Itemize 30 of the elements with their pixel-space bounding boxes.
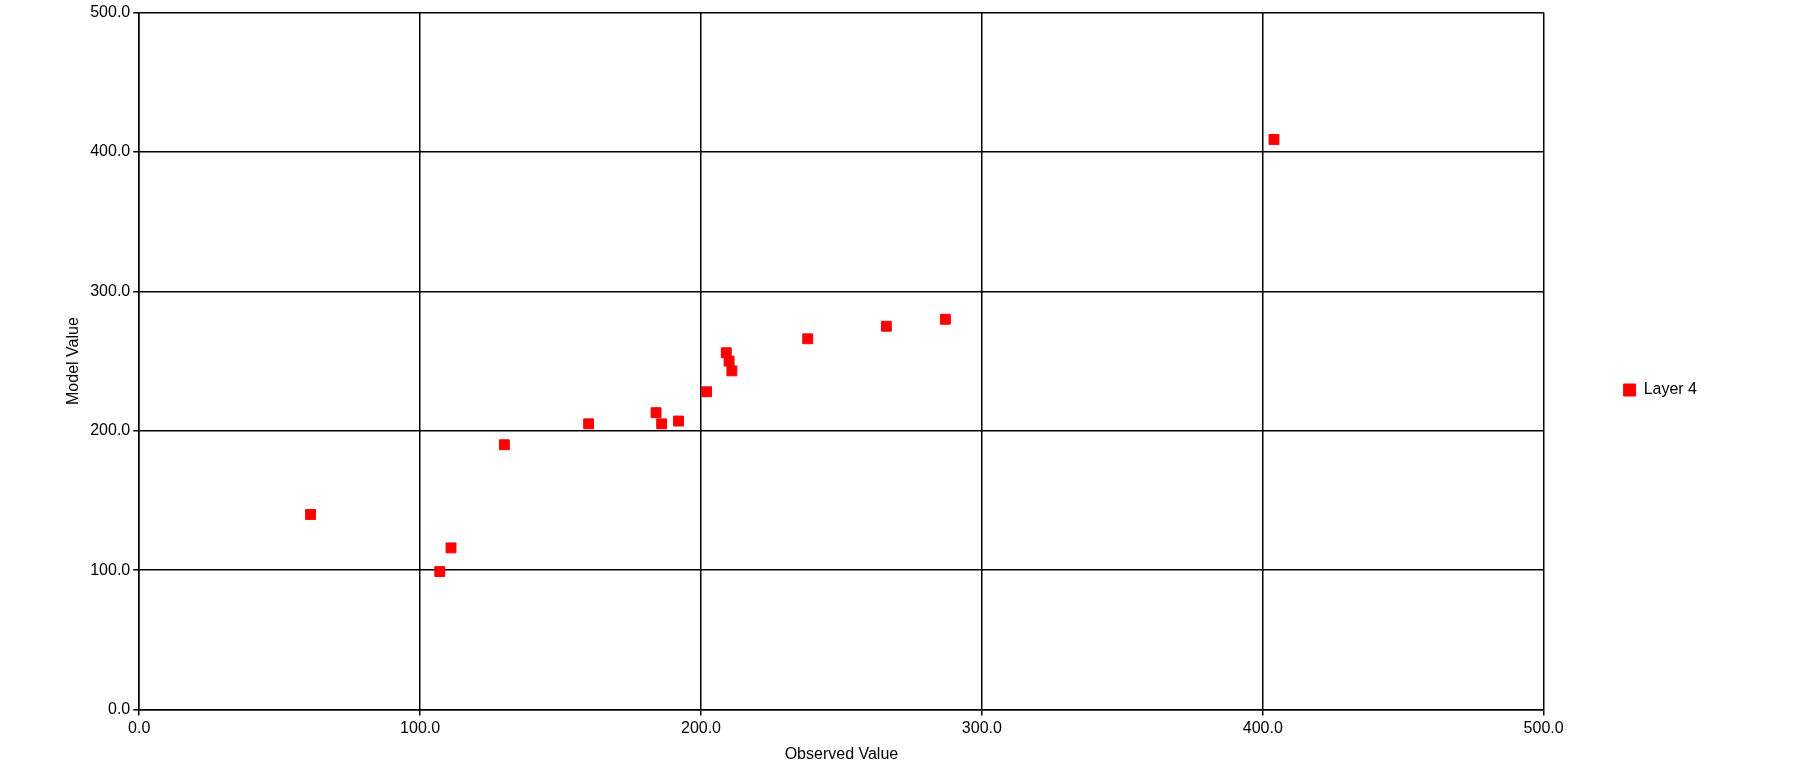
point <box>673 415 684 427</box>
x-tick-label: 500.0 <box>1523 718 1564 736</box>
point <box>939 313 951 325</box>
point <box>650 407 662 419</box>
point <box>802 333 814 345</box>
x-tick-label: 400.0 <box>1242 718 1283 736</box>
x-axis-title: Observed Value <box>784 744 899 762</box>
point <box>656 418 668 430</box>
legend-label: Layer 4 <box>1643 380 1698 398</box>
y-tick-label: 200.0 <box>90 421 131 439</box>
y-tick-label: 0.0 <box>107 700 131 718</box>
point <box>726 365 738 377</box>
y-axis-title: Model Value <box>64 317 82 405</box>
y-tick-label: 100.0 <box>90 560 131 578</box>
point <box>434 566 446 578</box>
y-tick-label: 500.0 <box>90 3 131 21</box>
point <box>701 386 713 398</box>
point <box>498 439 510 451</box>
point <box>1268 134 1280 145</box>
x-tick-label: 100.0 <box>400 718 441 736</box>
point <box>583 418 595 430</box>
y-tick-label: 400.0 <box>90 142 131 160</box>
point <box>445 542 457 554</box>
point <box>723 355 735 367</box>
x-tick-label: 300.0 <box>961 718 1002 736</box>
x-tick-label: 200.0 <box>680 718 722 736</box>
point <box>880 320 892 332</box>
y-tick-label: 300.0 <box>90 281 131 299</box>
x-tick-label: 0.0 <box>128 718 151 736</box>
point <box>305 508 317 520</box>
